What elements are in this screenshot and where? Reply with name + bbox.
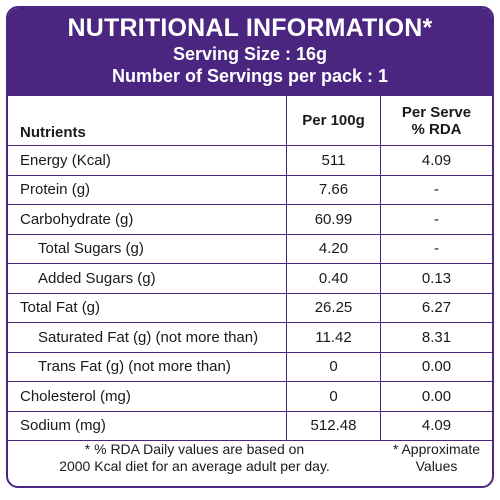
column-header-nutrients: Nutrients xyxy=(8,96,287,145)
panel-header: NUTRITIONAL INFORMATION* Serving Size : … xyxy=(8,8,492,96)
panel-title: NUTRITIONAL INFORMATION* xyxy=(67,14,433,42)
table-row: Added Sugars (g) 0.40 0.13 xyxy=(8,264,492,294)
servings-per-pack: Number of Servings per pack : 1 xyxy=(111,66,389,86)
nutrient-name: Total Fat (g) xyxy=(8,293,287,322)
nutrient-name: Protein (g) xyxy=(8,175,287,204)
rda-footnote-line2: 2000 Kcal diet for an average adult per … xyxy=(59,458,330,474)
nutrient-per-100g: 0 xyxy=(287,352,381,381)
nutrient-per-100g: 512.48 xyxy=(287,411,381,440)
nutrient-rda: 6.27 xyxy=(421,299,452,317)
table-row: Cholesterol (mg) 0 0.00 xyxy=(8,382,492,412)
nutrient-name: Trans Fat (g) (not more than) xyxy=(8,352,287,381)
nutrient-name: Energy (Kcal) xyxy=(8,146,287,175)
nutrient-rda: - xyxy=(434,210,439,228)
nutrient-rda: - xyxy=(434,181,439,199)
rda-footnote-line1: * % RDA Daily values are based on xyxy=(84,441,305,457)
approx-footnote-line2: Values xyxy=(415,458,458,474)
approx-footnote: * Approximate Values xyxy=(381,437,492,485)
nutrient-rda: - xyxy=(434,240,439,258)
column-header-per-100g: Per 100g xyxy=(287,96,381,145)
approx-footnote-line1: * Approximate xyxy=(392,441,481,457)
table-row: Total Fat (g) 26.25 6.27 xyxy=(8,293,492,323)
rda-footnote: * % RDA Daily values are based on 2000 K… xyxy=(8,437,381,485)
nutrient-per-100g: 60.99 xyxy=(287,205,381,234)
table-row: Saturated Fat (g) (not more than) 11.42 … xyxy=(8,323,492,353)
table-row: Energy (Kcal) 511 4.09 xyxy=(8,146,492,176)
nutrient-rda: 0.13 xyxy=(421,269,452,287)
nutrient-rda: 4.09 xyxy=(421,151,452,169)
nutrient-rda: 0.00 xyxy=(421,358,452,376)
nutrient-rda: 0.00 xyxy=(421,387,452,405)
table-row: Carbohydrate (g) 60.99 - xyxy=(8,205,492,235)
table-row: Protein (g) 7.66 - xyxy=(8,175,492,205)
nutrient-per-100g: 11.42 xyxy=(287,323,381,352)
nutrient-per-100g: 0.40 xyxy=(287,264,381,293)
nutrient-name: Sodium (mg) xyxy=(8,411,287,440)
nutrient-name: Saturated Fat (g) (not more than) xyxy=(8,323,287,352)
nutrient-name: Carbohydrate (g) xyxy=(8,205,287,234)
column-header-rda: % RDA xyxy=(411,120,462,138)
table-row: Sodium (mg) 512.48 4.09 xyxy=(8,411,492,441)
table-header-row: Nutrients Per 100g Per Serve % RDA xyxy=(8,96,492,146)
nutrient-rda: 4.09 xyxy=(421,417,452,435)
nutrient-name: Total Sugars (g) xyxy=(8,234,287,263)
column-header-per-serve: Per Serve xyxy=(401,103,472,121)
nutrition-table: Nutrients Per 100g Per Serve % RDA Energ… xyxy=(8,96,492,441)
nutrient-per-100g: 4.20 xyxy=(287,234,381,263)
serving-size: Serving Size : 16g xyxy=(172,44,328,64)
nutrition-panel: NUTRITIONAL INFORMATION* Serving Size : … xyxy=(6,6,494,488)
nutrient-per-100g: 0 xyxy=(287,382,381,411)
column-header-per-serve-rda: Per Serve % RDA xyxy=(381,96,492,145)
nutrient-per-100g: 7.66 xyxy=(287,175,381,204)
panel-footer: * % RDA Daily values are based on 2000 K… xyxy=(8,437,492,485)
nutrient-name: Added Sugars (g) xyxy=(8,264,287,293)
table-row: Trans Fat (g) (not more than) 0 0.00 xyxy=(8,352,492,382)
nutrient-per-100g: 511 xyxy=(287,146,381,175)
nutrient-rda: 8.31 xyxy=(421,328,452,346)
nutrient-per-100g: 26.25 xyxy=(287,293,381,322)
table-row: Total Sugars (g) 4.20 - xyxy=(8,234,492,264)
nutrient-name: Cholesterol (mg) xyxy=(8,382,287,411)
